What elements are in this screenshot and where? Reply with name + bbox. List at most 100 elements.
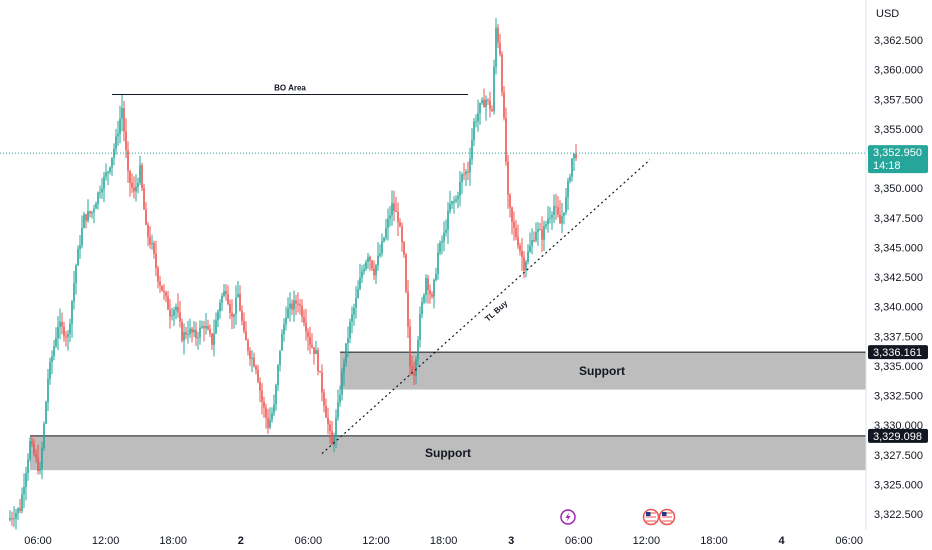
- candle-body: [491, 109, 493, 112]
- candle-body: [247, 340, 249, 351]
- candle-body: [485, 99, 487, 108]
- candle-body: [253, 357, 255, 367]
- candle-body: [449, 204, 451, 212]
- candle-body: [295, 300, 297, 304]
- tl-buy-line: [321, 159, 651, 455]
- candle-body: [161, 285, 163, 291]
- candle-body: [567, 181, 569, 198]
- candle-body: [519, 245, 521, 251]
- candle-body: [355, 298, 357, 308]
- candle-body: [97, 192, 99, 204]
- candle-body: [223, 291, 225, 297]
- candle-body: [539, 229, 541, 231]
- candle-body: [531, 240, 533, 246]
- candle-body: [403, 242, 405, 255]
- event-markers[interactable]: [560, 508, 676, 526]
- candle-body: [521, 250, 523, 258]
- candle-body: [65, 336, 67, 338]
- candle-body: [371, 260, 373, 269]
- candle-body: [455, 199, 457, 202]
- candle-body: [163, 290, 165, 293]
- candle-body: [207, 326, 209, 330]
- time-tick-label: 18:00: [159, 535, 187, 547]
- candle-body: [279, 350, 281, 366]
- candles: [9, 18, 577, 530]
- time-tick-label: 3: [508, 535, 514, 547]
- candle-body: [25, 473, 27, 487]
- candle-body: [143, 188, 145, 210]
- flag-stripe: [646, 520, 656, 522]
- candle-body: [321, 372, 323, 393]
- candle-body: [533, 240, 535, 242]
- candle-body: [181, 321, 183, 341]
- flag-stripe: [662, 512, 672, 514]
- candle-body: [41, 447, 43, 469]
- bo-area-label: BO Area: [274, 84, 306, 93]
- candle-body: [435, 273, 437, 280]
- candle-body: [431, 294, 433, 297]
- candle-body: [199, 327, 201, 338]
- candle-body: [239, 294, 241, 311]
- flag-stripe: [662, 520, 672, 522]
- time-tick-label: 12:00: [362, 535, 390, 547]
- candle-body: [155, 253, 157, 269]
- candle-body: [385, 228, 387, 238]
- candle-body: [489, 100, 491, 110]
- price-tick-label: 3,355.000: [874, 124, 923, 136]
- candle-body: [271, 413, 273, 420]
- candle-body: [265, 407, 267, 418]
- candle-body: [15, 512, 17, 519]
- candle-body: [189, 328, 191, 334]
- candle-body: [95, 203, 97, 209]
- time-tick-label: 06:00: [295, 535, 323, 547]
- flag-stripe: [646, 518, 656, 520]
- candle-body: [109, 167, 111, 172]
- candle-body: [473, 121, 475, 140]
- candle-body: [231, 312, 233, 317]
- candle-body: [131, 182, 133, 188]
- candle-body: [293, 300, 295, 310]
- candle-body: [59, 321, 61, 327]
- candle-body: [515, 227, 517, 238]
- candle-body: [441, 241, 443, 243]
- candle-body: [387, 218, 389, 229]
- candle-body: [153, 243, 155, 254]
- candle-body: [523, 257, 525, 271]
- price-tick-label: 3,360.000: [874, 65, 923, 77]
- candle-body: [549, 217, 551, 219]
- candle-body: [185, 331, 187, 335]
- candle-body: [319, 371, 321, 373]
- candle-body: [31, 441, 33, 444]
- candle-body: [193, 329, 195, 333]
- candle-body: [557, 207, 559, 215]
- candle-body: [525, 261, 527, 271]
- candle-body: [245, 331, 247, 341]
- candle-body: [391, 203, 393, 216]
- candle-body: [377, 255, 379, 266]
- flag-stripe: [646, 512, 656, 514]
- flag-canton: [646, 512, 651, 516]
- candle-body: [197, 337, 199, 339]
- candle-body: [127, 150, 129, 172]
- candle-body: [233, 314, 235, 317]
- candle-body: [283, 324, 285, 334]
- candle-body: [291, 303, 293, 310]
- price-tick-label: 3,347.500: [874, 213, 923, 225]
- candle-body: [165, 292, 167, 297]
- us-flag-icon[interactable]: [658, 508, 676, 526]
- us-flag-icon[interactable]: [642, 508, 660, 526]
- candle-body: [261, 390, 263, 402]
- candle-body: [281, 333, 283, 351]
- lightning-icon[interactable]: [560, 509, 576, 525]
- candle-body: [289, 303, 291, 309]
- candle-body: [123, 107, 125, 132]
- candle-body: [141, 165, 143, 189]
- candle-body: [91, 211, 93, 214]
- candle-body: [243, 321, 245, 332]
- candle-body: [517, 237, 519, 246]
- candle-body: [93, 208, 95, 212]
- candle-body: [563, 212, 565, 217]
- candle-body: [469, 158, 471, 173]
- candle-body: [327, 417, 329, 425]
